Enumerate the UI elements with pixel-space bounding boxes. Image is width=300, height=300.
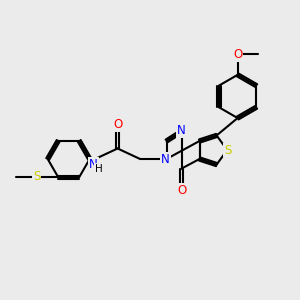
Text: S: S: [224, 143, 232, 157]
Text: N: N: [161, 153, 170, 167]
Text: H: H: [95, 164, 103, 174]
Text: S: S: [33, 170, 40, 183]
Text: O: O: [113, 118, 122, 131]
Text: N: N: [177, 124, 186, 137]
Text: O: O: [177, 184, 186, 197]
Text: N: N: [89, 158, 98, 171]
Text: O: O: [233, 48, 242, 61]
